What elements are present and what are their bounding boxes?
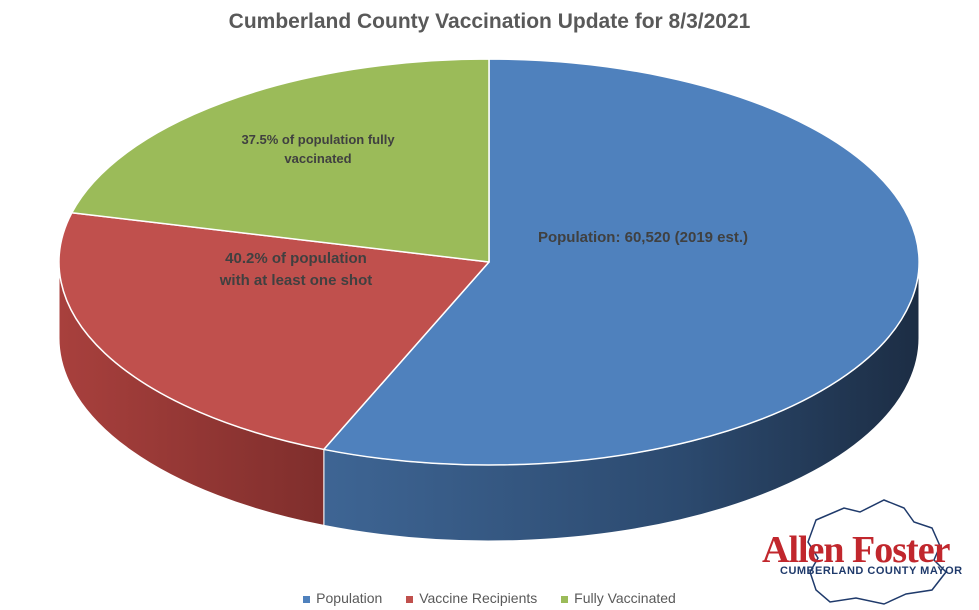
- logo-subtitle: CUMBERLAND COUNTY MAYOR: [780, 565, 963, 577]
- legend-swatch-population: [303, 595, 311, 603]
- data-label-vaccine-recipients: 40.2% of population with at least one sho…: [219, 250, 373, 289]
- data-label-fully-vaccinated: 37.5% of population fully vaccinated: [241, 132, 395, 166]
- legend-item-population: Population: [303, 590, 382, 606]
- legend-label-fully-vaccinated: Fully Vaccinated: [574, 590, 676, 606]
- legend-label-population: Population: [316, 590, 383, 606]
- legend-item-fully-vaccinated: Fully Vaccinated: [561, 590, 676, 606]
- legend-item-vaccine-recipients: Vaccine Recipients: [406, 590, 537, 606]
- legend-label-vaccine-recipients: Vaccine Recipients: [419, 590, 538, 606]
- county-outline-icon: [807, 499, 947, 605]
- data-label-population: Population: 60,520 (2019 est.): [538, 229, 748, 246]
- pie-slice-fully-vaccinated: [71, 58, 490, 263]
- mayor-logo: Allen Foster CUMBERLAND COUNTY MAYOR: [756, 498, 974, 606]
- pie-slice-population: [323, 58, 920, 466]
- chart-title: Cumberland County Vaccination Update for…: [228, 10, 751, 33]
- pie-slice-vaccine-recipients: [58, 212, 490, 451]
- legend-swatch-vaccine-recipients: [406, 595, 414, 603]
- logo-name: Allen Foster: [762, 529, 950, 571]
- legend-swatch-fully-vaccinated: [561, 595, 569, 603]
- legend: Population Vaccine Recipients Fully Vacc…: [0, 590, 979, 606]
